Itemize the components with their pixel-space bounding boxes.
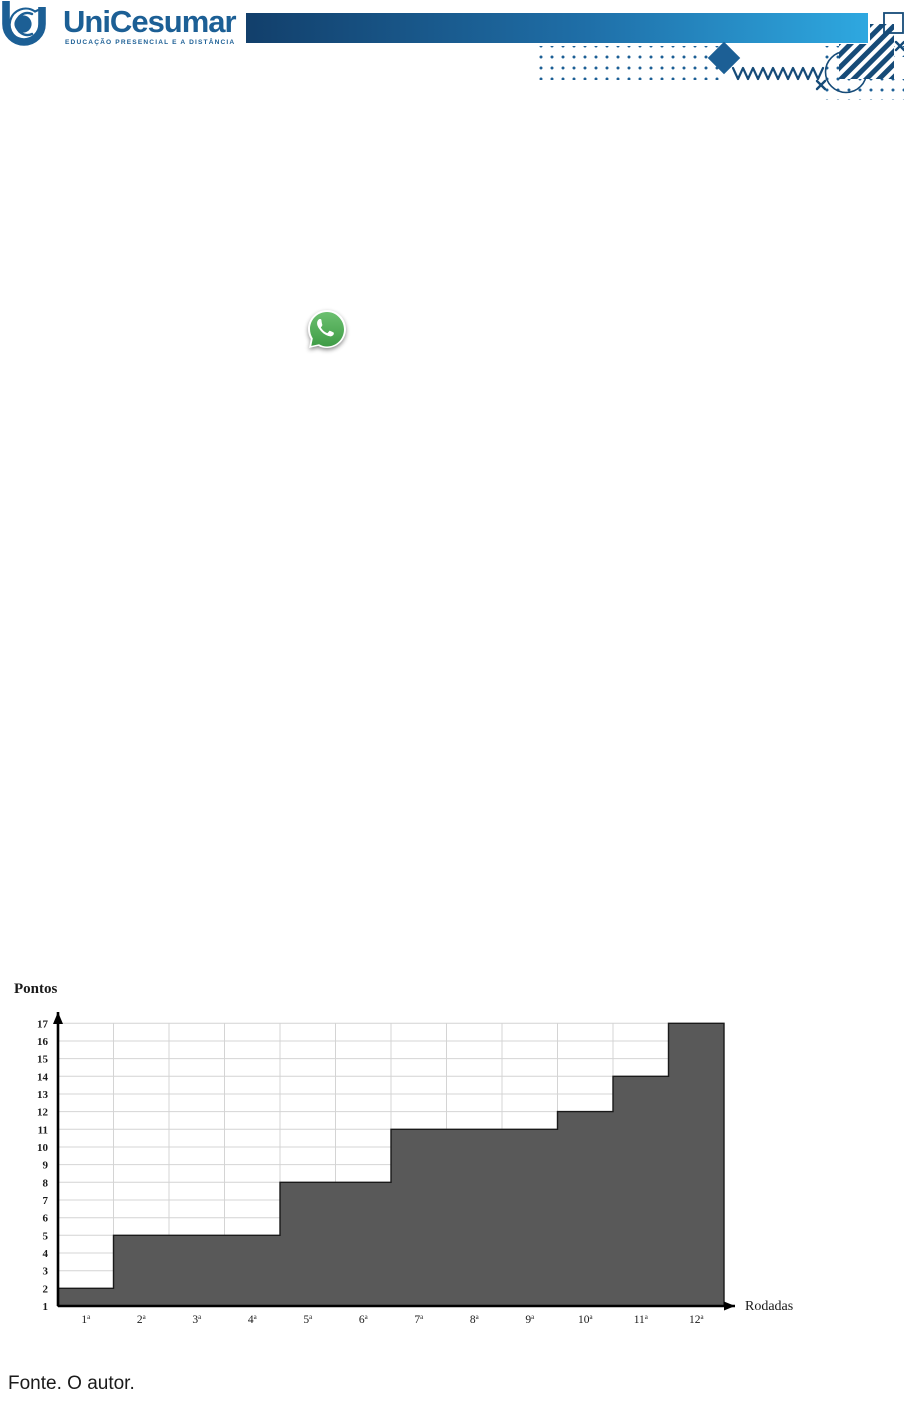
svg-text:6: 6 [43,1213,49,1225]
svg-text:2a: 2a [137,1313,147,1326]
svg-text:4a: 4a [248,1313,258,1326]
svg-text:9a: 9a [525,1313,535,1326]
svg-text:11: 11 [38,1124,48,1136]
svg-text:5: 5 [43,1230,49,1242]
svg-text:8: 8 [43,1177,49,1189]
svg-text:7a: 7a [414,1313,424,1326]
svg-text:15: 15 [37,1054,49,1066]
svg-text:4: 4 [43,1248,49,1260]
svg-text:10a: 10a [578,1313,594,1326]
svg-text:1: 1 [43,1301,49,1313]
svg-text:12: 12 [37,1107,49,1119]
svg-text:8a: 8a [470,1313,480,1326]
svg-text:9: 9 [43,1160,49,1172]
svg-text:11a: 11a [634,1313,649,1326]
svg-text:1a: 1a [81,1313,91,1326]
svg-text:2: 2 [43,1283,49,1295]
svg-text:12a: 12a [689,1313,705,1326]
svg-text:5a: 5a [303,1313,313,1326]
svg-text:6a: 6a [359,1313,369,1326]
svg-text:7: 7 [43,1195,49,1207]
svg-text:3a: 3a [192,1313,202,1326]
svg-text:14: 14 [37,1071,49,1083]
svg-text:10: 10 [37,1142,49,1154]
svg-text:13: 13 [37,1089,49,1101]
svg-text:16: 16 [37,1036,49,1048]
svg-text:3: 3 [43,1266,49,1278]
svg-text:17: 17 [37,1018,49,1030]
svg-text:Rodadas: Rodadas [745,1299,793,1314]
